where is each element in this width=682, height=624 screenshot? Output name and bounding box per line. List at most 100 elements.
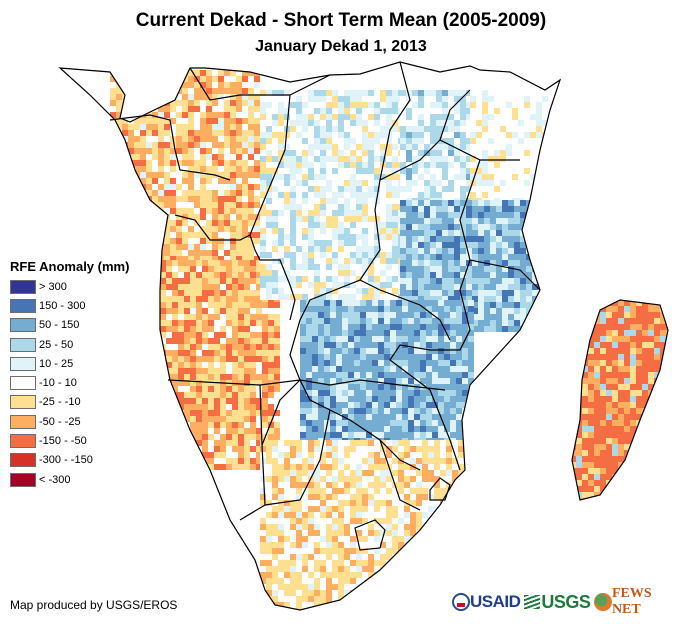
- anomaly-cell: [490, 278, 496, 284]
- anomaly-cell: [396, 408, 402, 414]
- anomaly-cell: [218, 244, 224, 250]
- anomaly-cell: [396, 396, 402, 402]
- anomaly-cell: [332, 102, 338, 108]
- anomaly-cell: [514, 278, 520, 284]
- anomaly-cell: [408, 414, 414, 420]
- anomaly-cell: [170, 178, 176, 184]
- anomaly-cell: [350, 572, 356, 578]
- anomaly-cell: [226, 422, 232, 428]
- anomaly-cell: [402, 306, 408, 312]
- anomaly-cell: [512, 150, 518, 156]
- anomaly-cell: [272, 584, 278, 590]
- anomaly-cell: [320, 590, 326, 596]
- anomaly-cell: [350, 240, 356, 246]
- anomaly-cell: [172, 380, 178, 386]
- anomaly-cell: [386, 198, 392, 204]
- anomaly-cell: [542, 90, 548, 96]
- anomaly-cell: [308, 222, 314, 228]
- anomaly-cell: [176, 154, 182, 160]
- anomaly-cell: [374, 204, 380, 210]
- anomaly-cell: [266, 162, 272, 168]
- anomaly-cell: [496, 278, 502, 284]
- anomaly-cell: [530, 234, 536, 240]
- anomaly-cell: [266, 246, 272, 252]
- anomaly-cell: [482, 174, 488, 180]
- anomaly-cell: [336, 336, 342, 342]
- anomaly-cell: [202, 374, 208, 380]
- anomaly-cell: [424, 284, 430, 290]
- anomaly-cell: [462, 330, 468, 336]
- anomaly-cell: [318, 414, 324, 420]
- anomaly-cell: [368, 506, 374, 512]
- anomaly-cell: [242, 178, 248, 184]
- anomaly-cell: [300, 324, 306, 330]
- anomaly-cell: [244, 302, 250, 308]
- anomaly-cell: [170, 202, 176, 208]
- anomaly-cell: [188, 190, 194, 196]
- anomaly-cell: [344, 150, 350, 156]
- anomaly-cell: [262, 362, 268, 368]
- anomaly-cell: [448, 126, 454, 132]
- anomaly-cell: [158, 226, 164, 232]
- anomaly-cell: [190, 350, 196, 356]
- anomaly-cell: [412, 296, 418, 302]
- anomaly-cell: [488, 96, 494, 102]
- anomaly-cell: [344, 470, 350, 476]
- anomaly-cell: [362, 524, 368, 530]
- anomaly-cell: [406, 168, 412, 174]
- anomaly-cell: [296, 572, 302, 578]
- anomaly-cell: [236, 190, 242, 196]
- anomaly-cell: [424, 108, 430, 114]
- anomaly-cell: [520, 200, 526, 206]
- anomaly-cell: [368, 488, 374, 494]
- anomaly-cell: [436, 254, 442, 260]
- anomaly-cell: [206, 238, 212, 244]
- anomaly-cell: [478, 254, 484, 260]
- anomaly-cell: [290, 204, 296, 210]
- anomaly-cell: [236, 76, 242, 82]
- anomaly-cell: [166, 356, 172, 362]
- anomaly-cell: [214, 422, 220, 428]
- anomaly-cell: [268, 422, 274, 428]
- anomaly-cell: [354, 402, 360, 408]
- anomaly-cell: [350, 482, 356, 488]
- anomaly-cell: [318, 312, 324, 318]
- anomaly-cell: [238, 344, 244, 350]
- anomaly-cell: [374, 294, 380, 300]
- anomaly-cell: [296, 210, 302, 216]
- anomaly-cell: [384, 300, 390, 306]
- anomaly-cell: [254, 220, 260, 226]
- anomaly-cell: [332, 458, 338, 464]
- anomaly-cell: [448, 180, 454, 186]
- anomaly-cell: [236, 226, 242, 232]
- anomaly-cell: [266, 96, 272, 102]
- anomaly-cell: [484, 254, 490, 260]
- anomaly-cell: [110, 82, 116, 88]
- anomaly-cell: [200, 136, 206, 142]
- anomaly-cell: [318, 360, 324, 366]
- anomaly-cell: [362, 554, 368, 560]
- anomaly-cell: [194, 214, 200, 220]
- anomaly-cell: [496, 218, 502, 224]
- anomaly-cell: [386, 276, 392, 282]
- anomaly-cell: [284, 252, 290, 258]
- anomaly-cell: [506, 174, 512, 180]
- anomaly-cell: [426, 384, 432, 390]
- anomaly-cell: [368, 542, 374, 548]
- anomaly-cell: [444, 306, 450, 312]
- anomaly-cell: [206, 136, 212, 142]
- anomaly-cell: [348, 336, 354, 342]
- anomaly-cell: [308, 542, 314, 548]
- anomaly-cell: [368, 596, 374, 602]
- anomaly-cell: [152, 226, 158, 232]
- anomaly-cell: [526, 236, 532, 242]
- anomaly-cell: [508, 254, 514, 260]
- anomaly-cell: [194, 70, 200, 76]
- anomaly-cell: [158, 154, 164, 160]
- anomaly-cell: [182, 172, 188, 178]
- anomaly-cell: [278, 440, 284, 446]
- anomaly-cell: [426, 378, 432, 384]
- anomaly-cell: [170, 88, 176, 94]
- anomaly-cell: [338, 294, 344, 300]
- anomaly-cell: [218, 250, 224, 256]
